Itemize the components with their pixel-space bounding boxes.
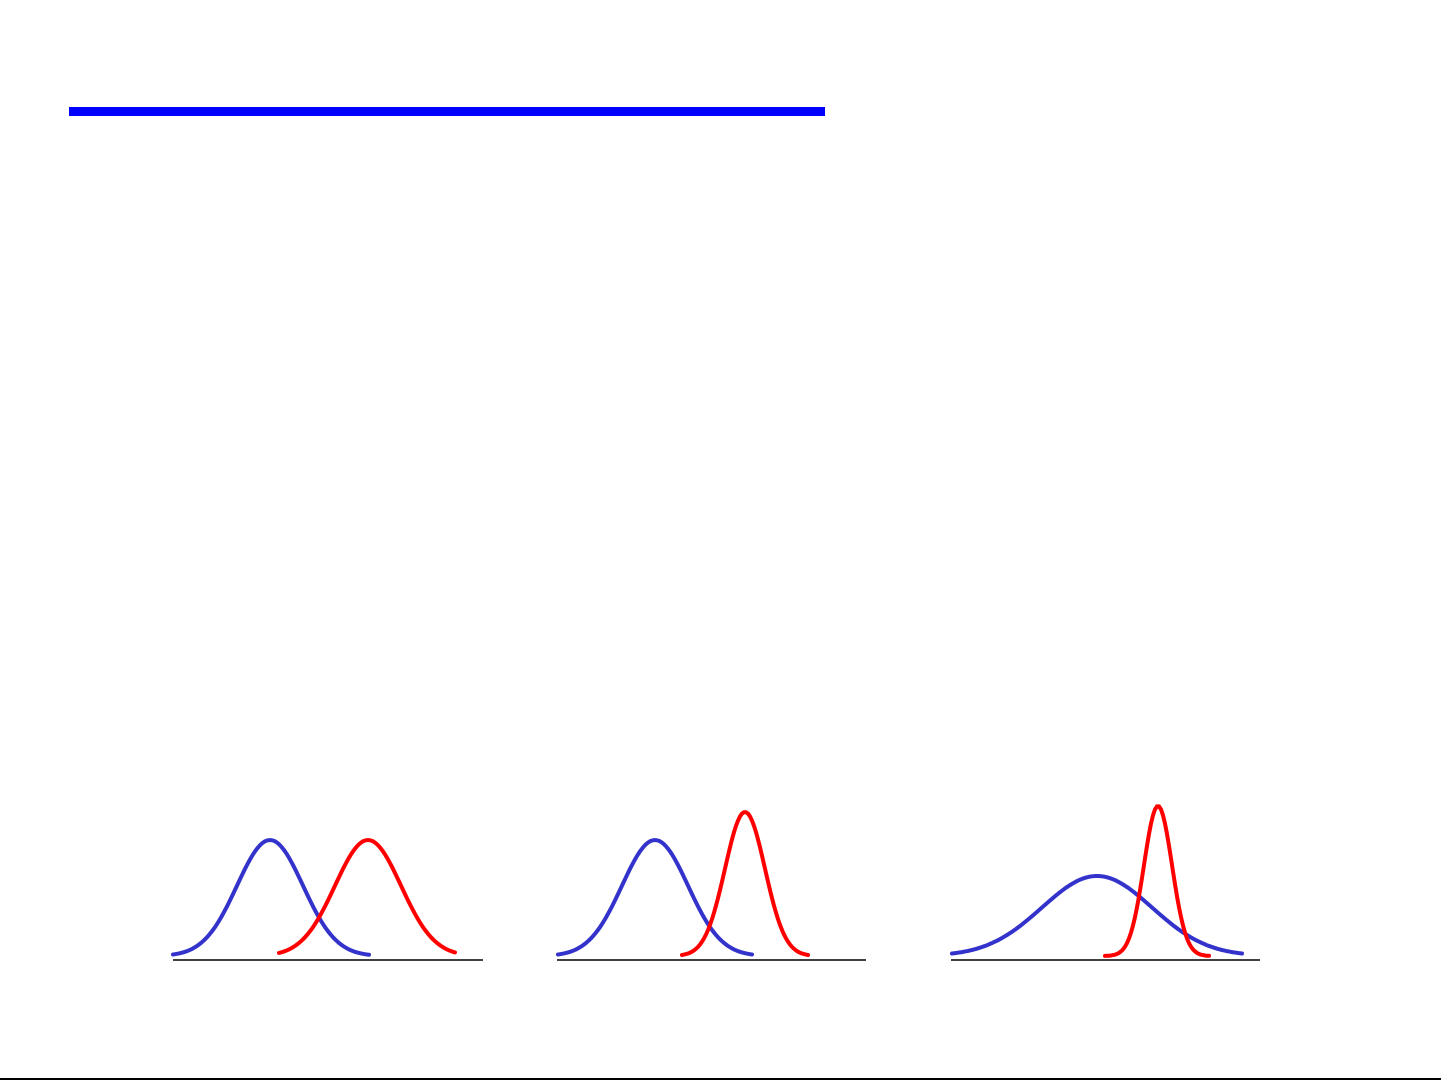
title-bar bbox=[69, 107, 825, 116]
panel-2-red-curve bbox=[680, 810, 810, 957]
bottom-rule bbox=[0, 1078, 1441, 1080]
panel-2-blue-curve bbox=[556, 838, 754, 957]
panel-3-red-curve bbox=[1103, 804, 1211, 958]
panel-1-blue-curve bbox=[171, 838, 371, 957]
panel-3-blue-curve bbox=[950, 874, 1244, 956]
panel-1-red-curve bbox=[277, 838, 457, 955]
